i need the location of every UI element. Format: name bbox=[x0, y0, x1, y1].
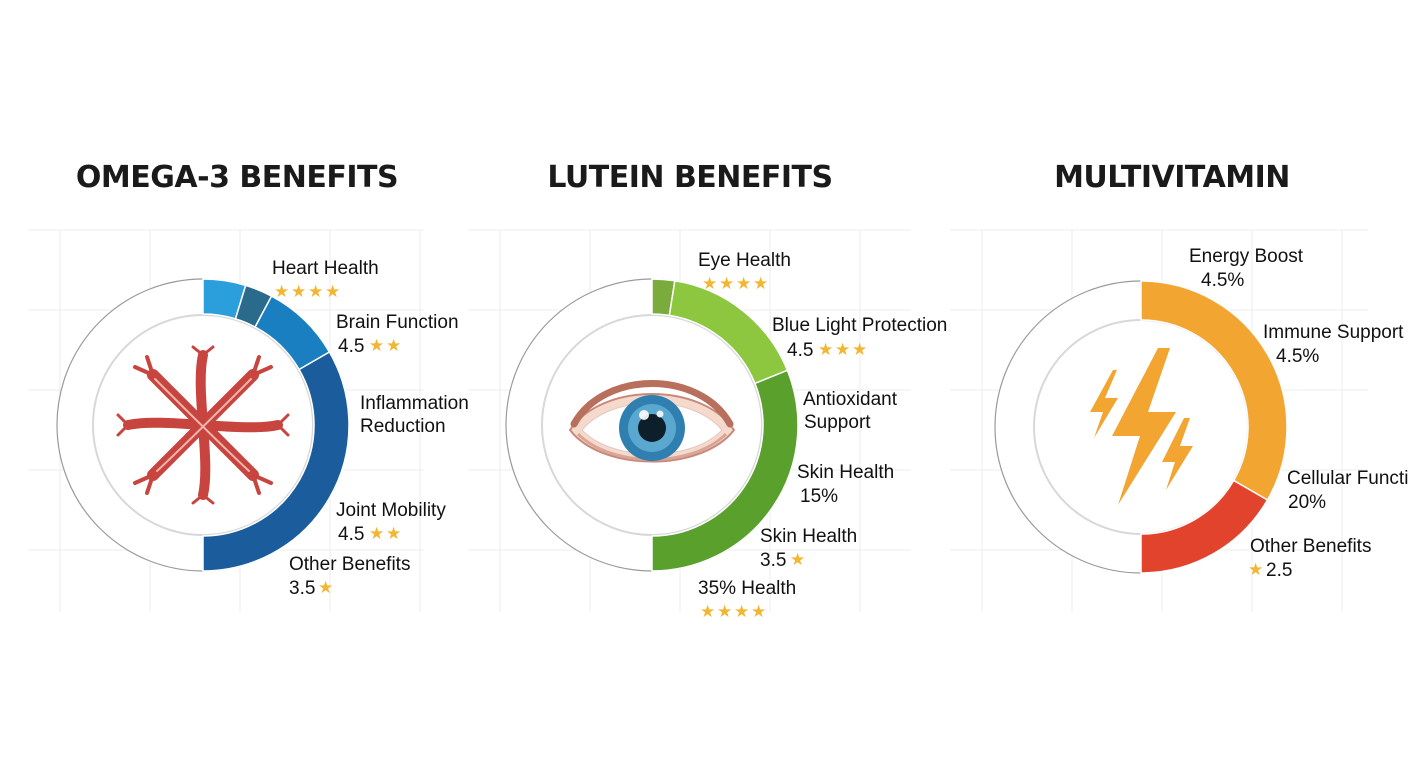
star-icon: ★ bbox=[369, 336, 384, 356]
lutein-panel: LUTEIN BENEFITS Eye Health ★ ★ ★ ★ Blue Lig… bbox=[505, 160, 947, 622]
segment-label: Other Benefits bbox=[289, 554, 410, 575]
lightning-bolt-icon bbox=[1090, 348, 1193, 505]
star-rating: ★ bbox=[1248, 560, 1263, 580]
star-rating: ★ ★ bbox=[369, 524, 401, 544]
star-icon: ★ bbox=[751, 602, 766, 622]
multivitamin-labels: Energy Boost 4.5% Immune Support 4.5% Ce… bbox=[1189, 246, 1408, 581]
rating-value: 3.5 bbox=[289, 578, 315, 599]
star-icon: ★ bbox=[717, 602, 732, 622]
segment-label: Immune Support bbox=[1263, 322, 1404, 343]
star-icon: ★ bbox=[736, 274, 751, 294]
star-rating: ★ ★ ★ bbox=[818, 340, 867, 360]
star-rating: ★ ★ ★ ★ bbox=[702, 274, 768, 294]
star-icon: ★ bbox=[852, 340, 867, 360]
chart-title: MULTIVITAMIN bbox=[1054, 160, 1290, 195]
star-icon: ★ bbox=[790, 550, 805, 570]
donut-segment bbox=[202, 350, 350, 572]
percent-value: 15% bbox=[800, 486, 838, 507]
rating-value: 4.5 bbox=[338, 524, 364, 545]
star-icon: ★ bbox=[818, 340, 833, 360]
star-icon: ★ bbox=[835, 340, 850, 360]
segment-label: Eye Health bbox=[698, 250, 791, 271]
segment-label-line2: Support bbox=[804, 412, 871, 433]
star-icon: ★ bbox=[291, 282, 306, 302]
star-icon: ★ bbox=[318, 578, 333, 598]
star-icon: ★ bbox=[386, 524, 401, 544]
star-icon: ★ bbox=[325, 282, 340, 302]
rating-value: 4.5 bbox=[338, 336, 364, 357]
rating-value: 3.5 bbox=[760, 550, 786, 571]
star-icon: ★ bbox=[369, 524, 384, 544]
percent-value: 4.5% bbox=[1201, 270, 1244, 291]
segment-label-line2: Reduction bbox=[360, 416, 446, 437]
omega3-labels: Heart Health ★ ★ ★ ★ Brain Function 4.5 ★ ★ … bbox=[272, 258, 469, 599]
star-rating: ★ bbox=[318, 578, 333, 598]
star-icon: ★ bbox=[719, 274, 734, 294]
segment-label: Heart Health bbox=[272, 258, 379, 279]
segment-label: Skin Health bbox=[760, 526, 857, 547]
segment-label: Antioxidant bbox=[803, 389, 898, 410]
star-icon: ★ bbox=[386, 336, 401, 356]
chart-title: LUTEIN BENEFITS bbox=[547, 160, 832, 195]
lutein-labels: Eye Health ★ ★ ★ ★ Blue Light Protection 4.… bbox=[698, 250, 947, 622]
star-icon: ★ bbox=[753, 274, 768, 294]
omega3-panel: OMEGA-3 BENEFITS Heart Health ★ ★ ★ ★ Brain… bbox=[56, 160, 469, 599]
rating-value: 4.5 bbox=[787, 340, 813, 361]
star-icon: ★ bbox=[734, 602, 749, 622]
segment-label: Energy Boost bbox=[1189, 246, 1304, 267]
segment-label: Cellular Functi bbox=[1287, 468, 1408, 489]
donut-segment bbox=[651, 369, 799, 572]
chart-title: OMEGA-3 BENEFITS bbox=[76, 160, 398, 195]
segment-label: 35% Health bbox=[698, 578, 796, 599]
donut-segment bbox=[1140, 280, 1288, 502]
star-icon: ★ bbox=[274, 282, 289, 302]
donut-segment bbox=[1140, 479, 1269, 574]
multivitamin-panel: MULTIVITAMIN Energy Boost 4.5% Immune Su… bbox=[994, 160, 1408, 581]
percent-value: 4.5% bbox=[1276, 346, 1319, 367]
blood-vessels-icon bbox=[116, 345, 290, 505]
segment-label: Brain Function bbox=[336, 312, 459, 333]
eye-icon bbox=[568, 380, 736, 463]
rating-value: 2.5 bbox=[1266, 560, 1292, 581]
segment-label: Other Benefits bbox=[1250, 536, 1371, 557]
star-icon: ★ bbox=[308, 282, 323, 302]
segment-label: Inflammation bbox=[360, 393, 469, 414]
star-rating: ★ ★ bbox=[369, 336, 401, 356]
star-icon: ★ bbox=[1248, 560, 1263, 580]
segment-label: Joint Mobility bbox=[336, 500, 446, 521]
percent-value: 20% bbox=[1288, 492, 1326, 513]
star-rating: ★ ★ ★ ★ bbox=[274, 282, 340, 302]
star-rating: ★ ★ ★ ★ bbox=[700, 602, 766, 622]
segment-label: Blue Light Protection bbox=[772, 315, 947, 336]
star-icon: ★ bbox=[700, 602, 715, 622]
segment-label: Skin Health bbox=[797, 462, 894, 483]
star-icon: ★ bbox=[702, 274, 717, 294]
star-rating: ★ bbox=[790, 550, 805, 570]
